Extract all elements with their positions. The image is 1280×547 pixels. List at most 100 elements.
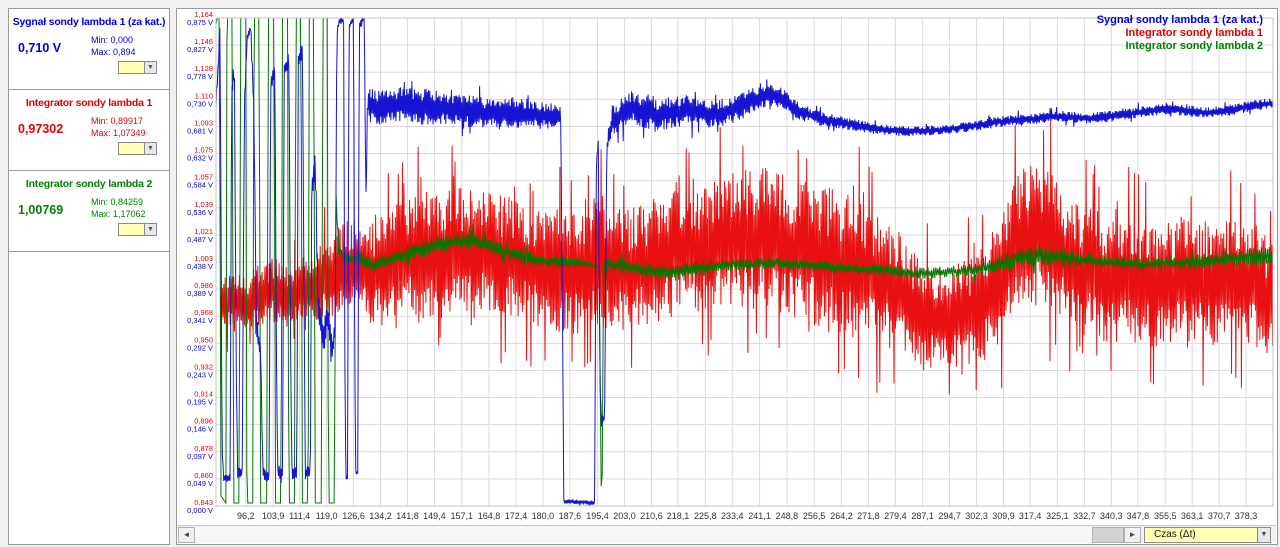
panel-current-value: 0,97302: [18, 122, 64, 136]
panel-title: Integrator sondy lambda 1: [25, 97, 153, 109]
scale-combo-field[interactable]: [118, 61, 144, 74]
measurement-panel-integrator-lambda-1: Integrator sondy lambda 1 0,97302 Min: 0…: [8, 89, 170, 171]
svg-text:1,093: 1,093: [194, 118, 213, 127]
combo-dropdown-icon[interactable]: ▼: [144, 61, 157, 74]
svg-text:0,860: 0,860: [194, 471, 213, 480]
x-axis-selector[interactable]: Czas (Δt) ▼: [1144, 526, 1271, 543]
svg-text:0,968: 0,968: [194, 308, 213, 317]
svg-text:149,4: 149,4: [423, 511, 446, 521]
panel-min-value: Min: 0,000: [91, 35, 134, 45]
svg-text:0,632 V: 0,632 V: [187, 154, 213, 163]
svg-text:0,243 V: 0,243 V: [187, 370, 213, 379]
svg-text:1,039: 1,039: [194, 200, 213, 209]
svg-text:0,389 V: 0,389 V: [187, 289, 213, 298]
svg-text:317,4: 317,4: [1019, 511, 1042, 521]
scale-combo[interactable]: ▼: [118, 142, 157, 155]
svg-text:218,1: 218,1: [667, 511, 690, 521]
svg-text:203,0: 203,0: [613, 511, 636, 521]
panel-max-value: Max: 1,07349: [91, 128, 146, 138]
svg-text:302,3: 302,3: [965, 511, 988, 521]
scale-combo[interactable]: ▼: [118, 223, 157, 236]
svg-text:271,8: 271,8: [857, 511, 880, 521]
panel-minmax: Min: 0,000 Max: 0,894: [91, 34, 136, 58]
svg-text:195,4: 195,4: [586, 511, 609, 521]
svg-text:0,986: 0,986: [194, 281, 213, 290]
svg-text:225,8: 225,8: [694, 511, 717, 521]
svg-text:264,2: 264,2: [830, 511, 853, 521]
scale-combo[interactable]: ▼: [118, 61, 157, 74]
svg-text:0,292 V: 0,292 V: [187, 343, 213, 352]
svg-text:96,2: 96,2: [237, 511, 255, 521]
svg-text:1,075: 1,075: [194, 146, 213, 155]
measurement-panel-integrator-lambda-2: Integrator sondy lambda 2 1,00769 Min: 0…: [8, 170, 170, 252]
panel-current-value: 1,00769: [18, 203, 64, 217]
measurement-panel-signal-lambda-1: Sygnał sondy lambda 1 (za kat.) 0,710 V …: [8, 8, 170, 90]
svg-text:256,5: 256,5: [803, 511, 826, 521]
panel-title: Sygnał sondy lambda 1 (za kat.): [12, 16, 166, 28]
scroll-left-button[interactable]: ◄: [178, 526, 195, 543]
svg-text:119,0: 119,0: [316, 511, 338, 521]
x-scrollbar-row: ◄ ► Czas (Δt) ▼: [178, 525, 1276, 543]
svg-text:0,487 V: 0,487 V: [187, 235, 213, 244]
svg-text:1,057: 1,057: [194, 173, 213, 182]
combo-dropdown-icon[interactable]: ▼: [144, 223, 157, 236]
scrollbar-thumb[interactable]: [1092, 526, 1124, 543]
panel-max-value: Max: 0,894: [91, 47, 136, 57]
svg-text:0,843: 0,843: [194, 498, 213, 507]
svg-text:164,8: 164,8: [478, 511, 501, 521]
x-axis-selector-label[interactable]: Czas (Δt): [1144, 526, 1257, 543]
svg-text:0,049 V: 0,049 V: [187, 479, 213, 488]
dropdown-arrow-icon[interactable]: ▼: [1257, 526, 1271, 543]
svg-text:363,1: 363,1: [1181, 511, 1204, 521]
svg-text:325,1: 325,1: [1046, 511, 1069, 521]
combo-dropdown-icon[interactable]: ▼: [144, 142, 157, 155]
panel-min-value: Min: 0,84259: [91, 197, 144, 207]
svg-text:332,7: 332,7: [1073, 511, 1096, 521]
scale-combo-field[interactable]: [118, 223, 144, 236]
svg-text:0,341 V: 0,341 V: [187, 316, 213, 325]
svg-text:180,0: 180,0: [532, 511, 555, 521]
svg-text:0,932: 0,932: [194, 362, 213, 371]
svg-text:347,8: 347,8: [1127, 511, 1150, 521]
svg-text:1,021: 1,021: [194, 227, 213, 236]
svg-text:172,4: 172,4: [505, 511, 528, 521]
svg-text:141,8: 141,8: [396, 511, 419, 521]
legend-item-signal-lambda-1: Sygnał sondy lambda 1 (za kat.): [1096, 14, 1263, 26]
svg-text:340,3: 340,3: [1100, 511, 1123, 521]
svg-text:0,878: 0,878: [194, 444, 213, 453]
svg-text:0,000 V: 0,000 V: [187, 506, 213, 515]
svg-text:355,5: 355,5: [1154, 511, 1177, 521]
panel-minmax: Min: 0,84259 Max: 1,17062: [91, 196, 146, 220]
svg-text:0,778 V: 0,778 V: [187, 72, 213, 81]
svg-text:187,6: 187,6: [559, 511, 582, 521]
svg-text:0,875 V: 0,875 V: [187, 18, 213, 27]
svg-text:1,164: 1,164: [194, 10, 213, 19]
svg-text:210,6: 210,6: [640, 511, 663, 521]
svg-text:1,146: 1,146: [194, 37, 213, 46]
svg-text:0,730 V: 0,730 V: [187, 99, 213, 108]
legend-item-integrator-lambda-1: Integrator sondy lambda 1: [1125, 27, 1263, 39]
chart-legend: Sygnał sondy lambda 1 (za kat.) Integrat…: [1097, 14, 1263, 53]
svg-text:0,438 V: 0,438 V: [187, 262, 213, 271]
svg-text:309,9: 309,9: [992, 511, 1015, 521]
svg-text:103,9: 103,9: [262, 511, 285, 521]
svg-text:1,110: 1,110: [195, 91, 213, 100]
svg-text:126,6: 126,6: [342, 511, 365, 521]
svg-text:0,195 V: 0,195 V: [187, 398, 213, 407]
svg-text:378,3: 378,3: [1235, 511, 1258, 521]
legend-item-integrator-lambda-2: Integrator sondy lambda 2: [1125, 40, 1263, 52]
svg-text:370,7: 370,7: [1208, 511, 1231, 521]
panel-title: Integrator sondy lambda 2: [25, 178, 153, 190]
svg-text:0,584 V: 0,584 V: [187, 181, 213, 190]
svg-text:1,003: 1,003: [194, 254, 213, 263]
svg-text:279,4: 279,4: [884, 511, 907, 521]
svg-text:0,146 V: 0,146 V: [187, 425, 213, 434]
chart-panel: 96,2 103,9 111,4 119,0 126,6 134,2 141,8 149,4 1…: [176, 8, 1278, 545]
plot-area[interactable]: 96,2 103,9 111,4 119,0 126,6 134,2 141,8 149,4 1…: [177, 9, 1277, 526]
panel-min-value: Min: 0,89917: [91, 116, 144, 126]
scroll-right-button[interactable]: ►: [1124, 526, 1141, 543]
svg-text:248,8: 248,8: [776, 511, 799, 521]
svg-text:0,914: 0,914: [194, 390, 213, 399]
scrollbar-track[interactable]: [195, 526, 1124, 543]
scale-combo-field[interactable]: [118, 142, 144, 155]
